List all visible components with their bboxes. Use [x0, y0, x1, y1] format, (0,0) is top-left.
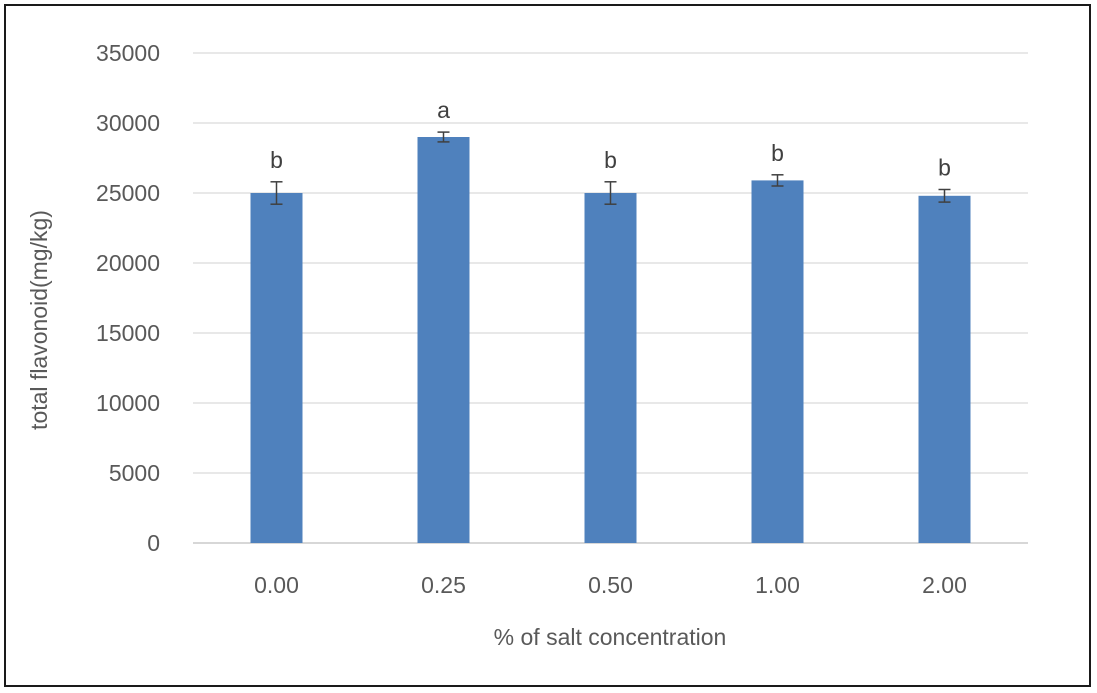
- bar: [584, 193, 637, 543]
- y-tick-label: 30000: [96, 110, 160, 136]
- error-bar: [771, 174, 784, 187]
- chart-frame: [4, 4, 1091, 687]
- bar: [417, 137, 470, 543]
- y-axis-title: total flavonoid(mg/kg): [26, 210, 52, 430]
- error-bar: [938, 188, 951, 203]
- y-tick-label: 0: [147, 530, 160, 556]
- error-bar: [437, 131, 450, 143]
- y-tick-label: 5000: [109, 460, 160, 486]
- bar: [918, 195, 971, 544]
- y-tick-label: 10000: [96, 390, 160, 416]
- y-tick-label: 35000: [96, 40, 160, 66]
- x-tick-label: 0.50: [588, 572, 633, 598]
- bar: [250, 193, 303, 543]
- x-tick-label: 0.25: [421, 572, 466, 598]
- x-tick-label: 0.00: [254, 572, 299, 598]
- significance-letter: b: [604, 147, 617, 173]
- error-bars: [270, 131, 951, 205]
- error-bar: [604, 181, 617, 205]
- y-tick-label: 25000: [96, 180, 160, 206]
- significance-letter: a: [437, 97, 450, 123]
- x-axis-title: % of salt concentration: [494, 624, 727, 650]
- significance-letter: b: [270, 147, 283, 173]
- bar: [751, 180, 804, 543]
- significance-letters: b a b b b: [270, 97, 951, 180]
- bars: [250, 137, 971, 544]
- y-tick-labels: 0 5000 10000 15000 20000 25000 30000 35000: [96, 40, 160, 556]
- x-tick-label: 2.00: [922, 572, 967, 598]
- x-tick-labels: 0.00 0.25 0.50 1.00 2.00: [254, 572, 967, 598]
- y-tick-label: 15000: [96, 320, 160, 346]
- error-bar: [270, 181, 283, 205]
- y-tick-label: 20000: [96, 250, 160, 276]
- x-tick-label: 1.00: [755, 572, 800, 598]
- significance-letter: b: [771, 140, 784, 166]
- significance-letter: b: [938, 155, 951, 181]
